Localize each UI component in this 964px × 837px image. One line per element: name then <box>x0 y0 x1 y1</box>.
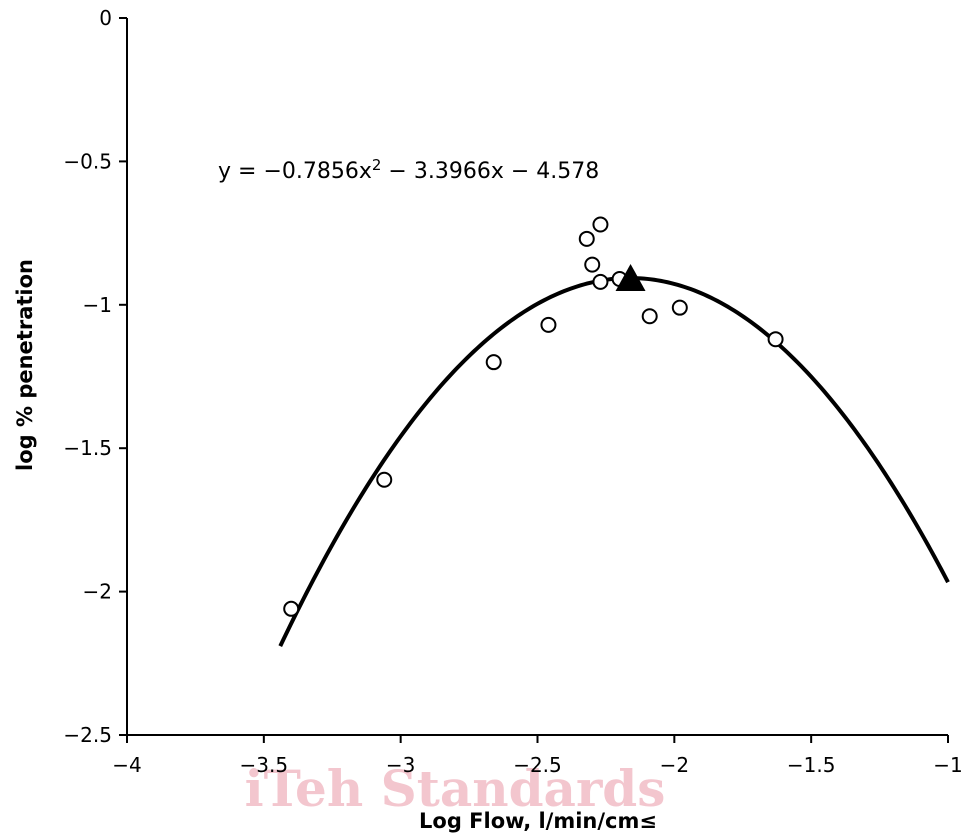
watermark: iTeh Standards <box>245 759 666 818</box>
x-tick-label: −2.5 <box>513 753 562 777</box>
data-point-circle <box>578 230 595 247</box>
data-point-circle <box>592 273 609 290</box>
data-point-circle <box>485 354 502 371</box>
data-points <box>283 216 784 617</box>
axes <box>126 18 948 736</box>
data-point-circle <box>283 600 300 617</box>
y-tick-label: −1 <box>83 293 112 317</box>
data-point-circle <box>641 308 658 325</box>
x-tick-label: −1 <box>933 753 962 777</box>
y-tick-label: −2 <box>83 580 112 604</box>
x-axis-title: Log Flow, l/min/cm≤ <box>419 809 657 833</box>
equation-annotation: y = −0.7856x2 − 3.3966x − 4.578 <box>218 156 599 184</box>
fit-curve <box>278 276 950 648</box>
ticks: −4 −3.5 −3 −2.5 −2 −1.5 −1 0 −0.5 −1 −1.5 −2 −2.5 <box>63 6 962 777</box>
equation-suffix: − 3.3966x − 4.578 <box>381 159 599 184</box>
x-tick-label: −3.5 <box>240 753 289 777</box>
x-tick-label: −2 <box>660 753 689 777</box>
x-tick-label: −3 <box>386 753 415 777</box>
data-point-circle <box>584 256 601 273</box>
data-point-circle <box>376 471 393 488</box>
x-tick-label: −4 <box>112 753 141 777</box>
y-tick-label: −2.5 <box>63 723 112 747</box>
data-point-circle <box>671 299 688 316</box>
data-point-circle <box>592 216 609 233</box>
y-tick-label: −0.5 <box>63 149 112 173</box>
x-tick-label: −1.5 <box>787 753 836 777</box>
y-tick-label: −1.5 <box>63 436 112 460</box>
data-point-triangle <box>615 263 646 291</box>
data-point-circle <box>767 331 784 348</box>
y-tick-label: 0 <box>99 6 112 30</box>
data-point-circle <box>540 316 557 333</box>
y-axis-title: log % penetration <box>13 259 37 471</box>
equation-exponent: 2 <box>372 156 382 174</box>
equation-prefix: y = −0.7856x <box>218 159 372 184</box>
